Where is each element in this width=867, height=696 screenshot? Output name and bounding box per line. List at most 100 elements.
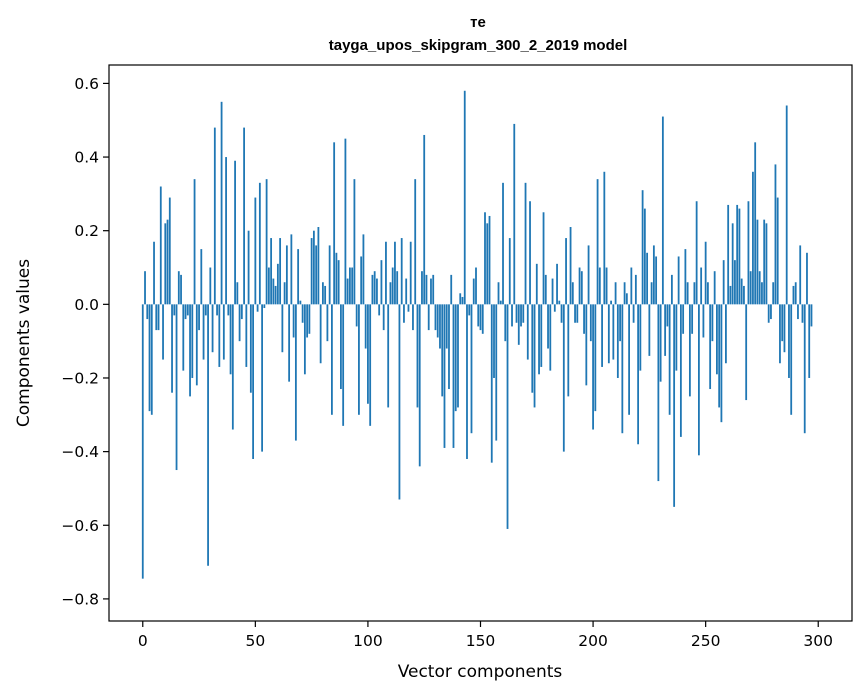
- bar-280: [772, 282, 775, 305]
- bar-169: [522, 304, 525, 323]
- bar-79: [319, 304, 322, 364]
- bar-206: [605, 267, 608, 305]
- bar-272: [754, 142, 757, 305]
- bar-59: [274, 285, 277, 305]
- bar-26: [200, 249, 203, 305]
- bar-2: [146, 304, 149, 320]
- bar-263: [734, 260, 736, 305]
- bar-41: [234, 160, 236, 305]
- bar-126: [425, 274, 428, 305]
- bar-82: [326, 304, 329, 342]
- bar-33: [216, 304, 218, 316]
- x-tick-label: 100: [353, 632, 383, 650]
- bar-80: [321, 282, 324, 305]
- bar-104: [376, 278, 378, 305]
- bar-51: [256, 304, 259, 312]
- bar-211: [616, 304, 619, 378]
- bar-53: [261, 304, 263, 452]
- bar-220: [637, 304, 640, 445]
- bar-142: [461, 296, 464, 305]
- chart-subtitle: tayga_upos_skipgram_300_2_2019 model: [329, 37, 628, 54]
- bar-134: [443, 304, 446, 448]
- y-tick-label: 0.0: [74, 296, 99, 314]
- bar-250: [704, 241, 707, 305]
- bar-140: [457, 304, 459, 408]
- bar-43: [238, 304, 241, 342]
- bar-156: [493, 304, 495, 378]
- bar-252: [709, 304, 712, 390]
- bar-223: [643, 208, 646, 305]
- bar-127: [427, 304, 430, 331]
- bar-131: [436, 304, 439, 338]
- bar-55: [265, 179, 268, 305]
- bar-109: [387, 304, 390, 408]
- bar-192: [574, 304, 576, 323]
- bar-290: [794, 282, 797, 305]
- bar-189: [567, 304, 570, 397]
- bar-296: [808, 304, 811, 378]
- bar-245: [693, 282, 696, 305]
- bar-261: [729, 285, 732, 305]
- bar-133: [441, 304, 444, 397]
- bar-287: [788, 304, 790, 378]
- bar-160: [502, 182, 504, 305]
- bar-174: [533, 304, 536, 408]
- y-tick-label: −0.2: [61, 369, 99, 387]
- bar-54: [263, 304, 266, 309]
- bar-246: [695, 201, 698, 305]
- bar-210: [614, 282, 617, 305]
- bar-170: [524, 182, 527, 305]
- bar-110: [389, 282, 392, 305]
- bar-286: [785, 105, 788, 305]
- bar-107: [382, 304, 385, 331]
- bar-0: [141, 304, 144, 579]
- bar-105: [378, 304, 381, 316]
- bar-281: [774, 164, 777, 305]
- bar-203: [598, 267, 601, 305]
- y-tick-label: 0.2: [74, 222, 99, 240]
- bar-168: [520, 304, 522, 327]
- bar-216: [628, 304, 630, 415]
- bar-91: [346, 278, 349, 305]
- bar-56: [267, 267, 270, 305]
- bar-288: [790, 304, 793, 415]
- bar-270: [749, 271, 752, 305]
- bar-230: [659, 304, 662, 382]
- bar-176: [538, 304, 540, 375]
- bar-32: [213, 127, 216, 305]
- bar-193: [576, 304, 579, 323]
- bar-277: [765, 223, 768, 305]
- bar-199: [589, 304, 592, 342]
- bar-167: [517, 304, 520, 345]
- bar-89: [342, 304, 345, 426]
- bar-39: [229, 304, 232, 375]
- bar-155: [490, 304, 493, 463]
- bar-162: [506, 304, 509, 529]
- bar-28: [204, 304, 207, 316]
- bar-158: [497, 282, 500, 305]
- bar-268: [745, 304, 748, 401]
- bar-5: [153, 241, 155, 305]
- bar-177: [540, 304, 543, 367]
- bar-93: [351, 267, 354, 305]
- bar-129: [432, 274, 435, 305]
- bar-16: [177, 271, 180, 305]
- bar-37: [225, 157, 227, 305]
- bar-236: [673, 304, 676, 507]
- bar-40: [231, 304, 234, 430]
- bar-25: [198, 304, 200, 331]
- y-axis-label: Components values: [14, 259, 34, 427]
- bar-130: [434, 304, 437, 331]
- bar-102: [371, 274, 374, 305]
- bar-46: [245, 304, 248, 367]
- bar-273: [756, 219, 759, 305]
- bar-118: [407, 304, 410, 312]
- bars-group: [141, 90, 813, 579]
- bar-123: [418, 304, 421, 467]
- bar-178: [542, 212, 545, 305]
- bar-103: [373, 271, 376, 305]
- bar-182: [551, 278, 554, 305]
- bar-154: [488, 215, 491, 305]
- bar-4: [150, 304, 153, 415]
